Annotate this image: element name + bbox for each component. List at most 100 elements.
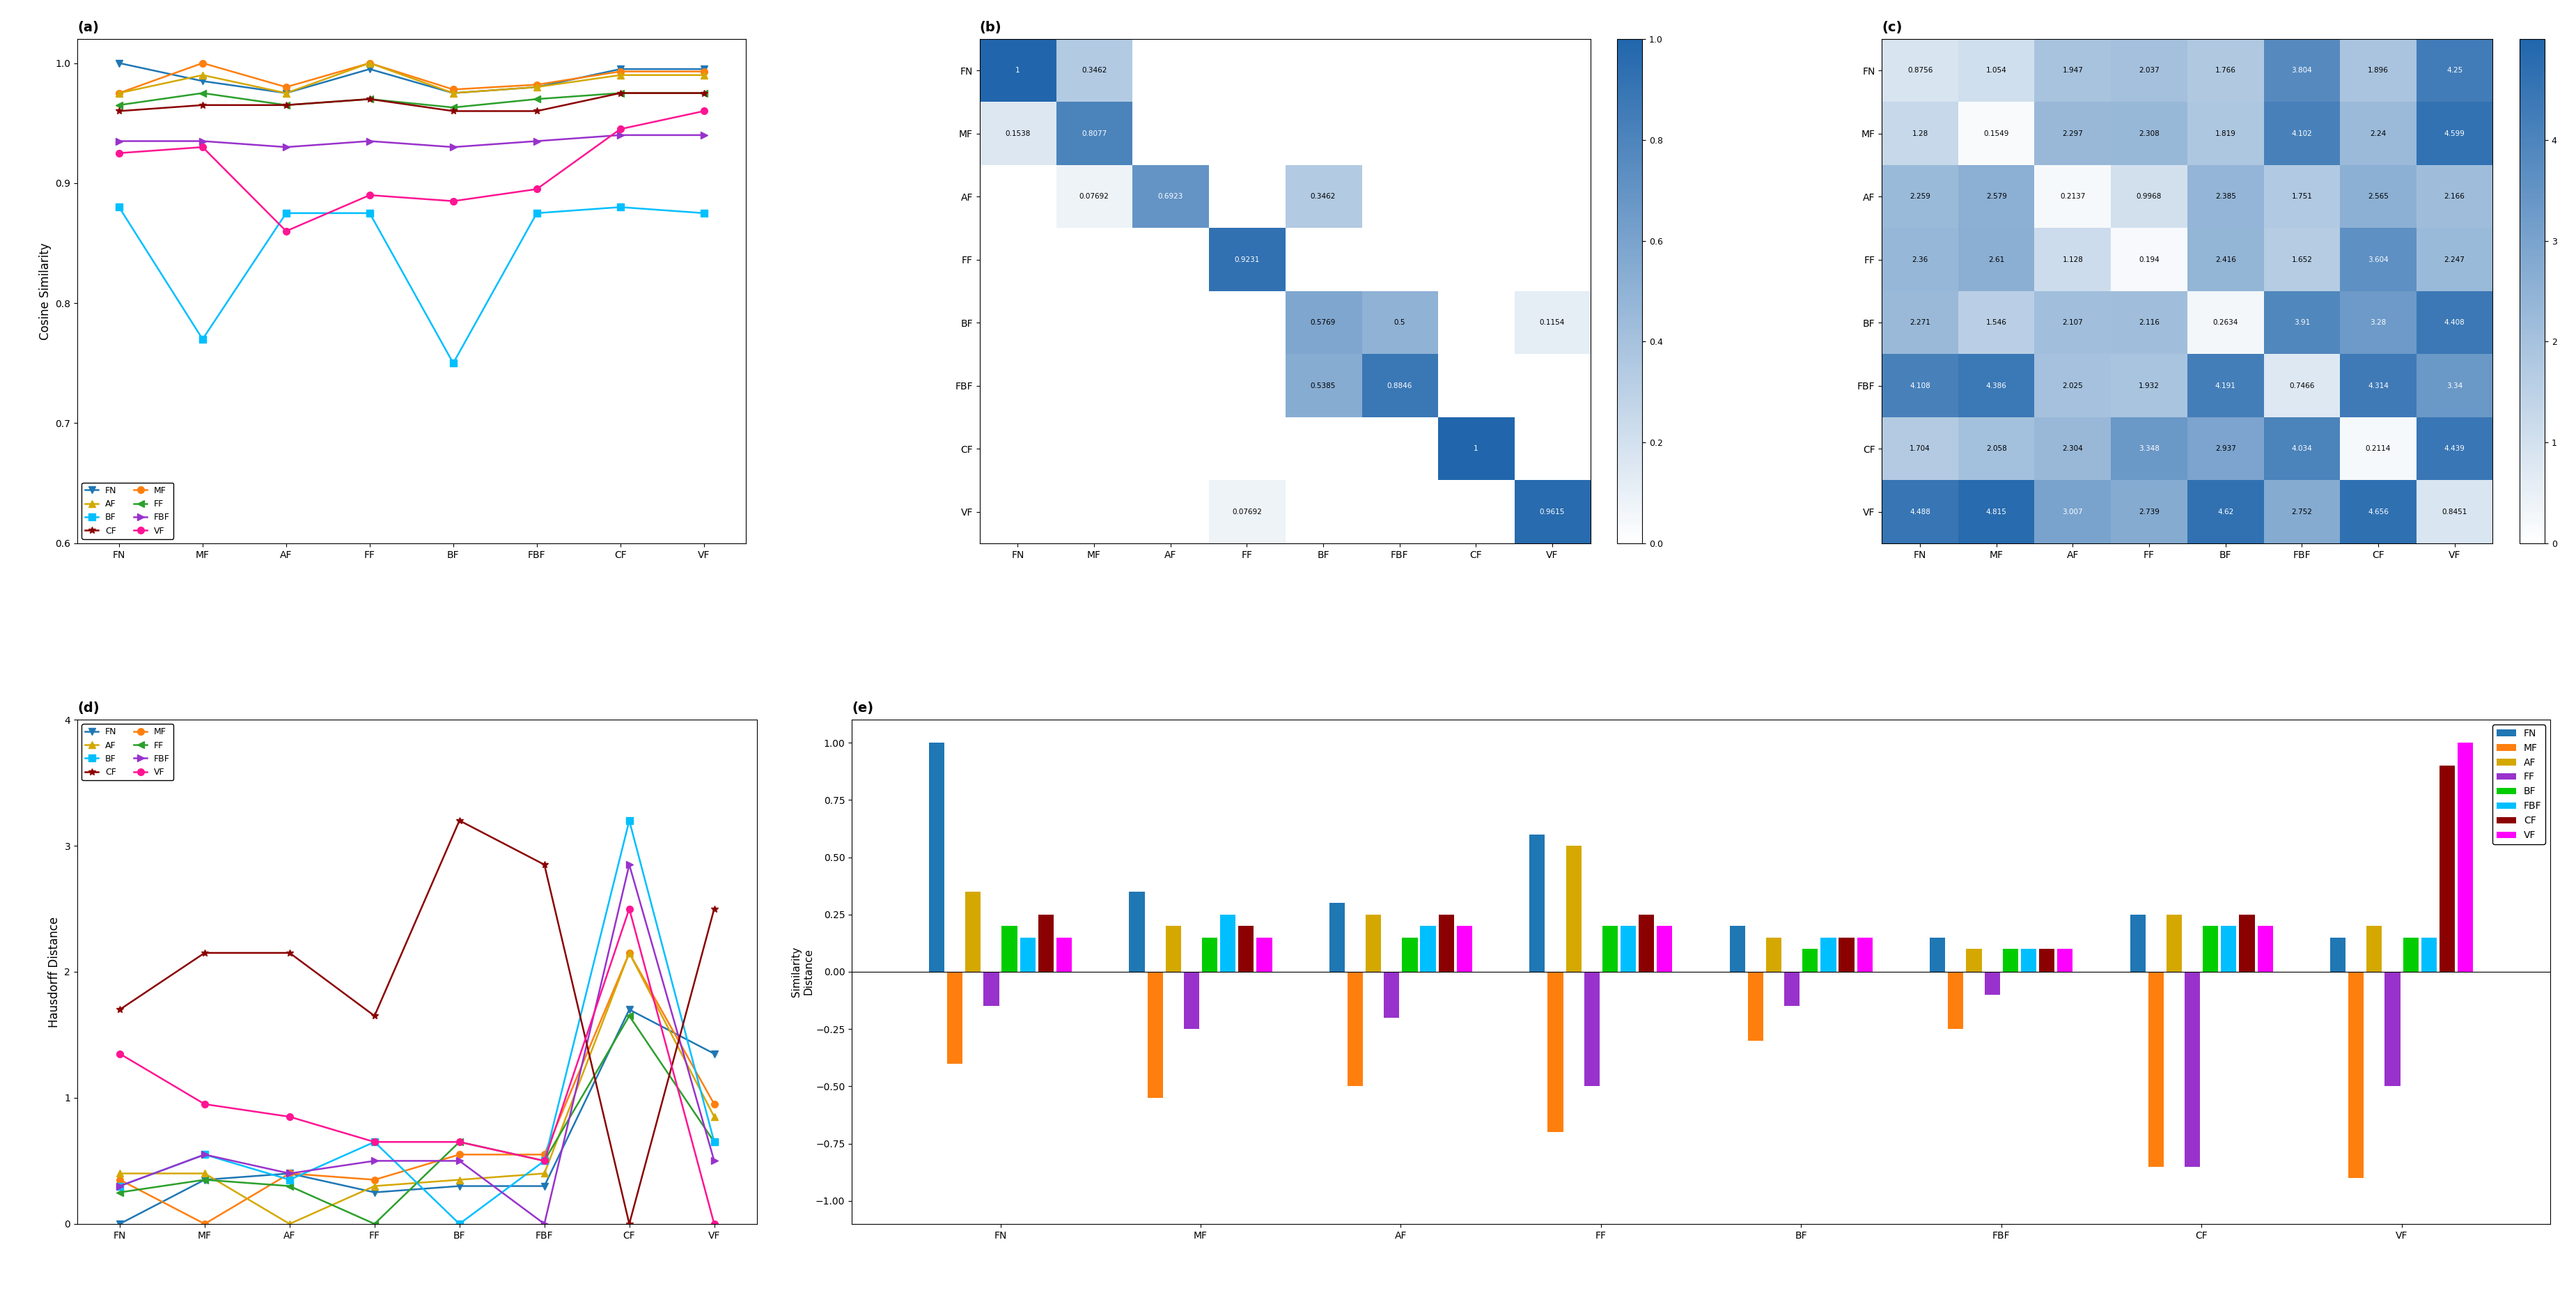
Text: 1.652: 1.652: [2293, 256, 2313, 263]
Text: 3.348: 3.348: [2138, 445, 2159, 452]
FBF: [438, 139, 469, 155]
Text: 2.739: 2.739: [2138, 508, 2159, 516]
FN: [103, 55, 134, 70]
Bar: [1239, 926, 1255, 971]
Text: 0.194: 0.194: [2138, 256, 2159, 263]
CF: [273, 945, 304, 961]
FN: [528, 1178, 559, 1194]
Text: 0.5: 0.5: [1394, 319, 1406, 326]
Text: 3.28: 3.28: [2370, 319, 2385, 326]
Text: 3.804: 3.804: [2293, 68, 2313, 74]
Line: BF: BF: [116, 818, 719, 1228]
Bar: [1767, 937, 1783, 971]
Text: 1.128: 1.128: [2063, 256, 2084, 263]
Line: FN: FN: [116, 1006, 719, 1228]
FF: [188, 85, 219, 100]
BF: [443, 1216, 474, 1232]
BF: [355, 206, 386, 221]
Bar: [1785, 971, 1801, 1006]
Text: 1.751: 1.751: [2293, 193, 2313, 201]
FN: [270, 85, 301, 100]
Bar: [2040, 949, 2056, 971]
Bar: [1929, 937, 1945, 971]
VF: [605, 121, 636, 137]
Text: 3.91: 3.91: [2293, 319, 2311, 326]
Text: 0.9968: 0.9968: [2136, 193, 2161, 201]
Text: 0.8846: 0.8846: [1386, 383, 1412, 389]
Text: 0.2634: 0.2634: [2213, 319, 2239, 326]
VF: [438, 193, 469, 208]
Bar: [2058, 949, 2074, 971]
MF: [443, 1147, 474, 1163]
Text: 1: 1: [1015, 68, 1020, 74]
Bar: [2020, 949, 2035, 971]
Bar: [2002, 949, 2017, 971]
Bar: [966, 892, 981, 971]
MF: [188, 55, 219, 70]
VF: [698, 1216, 729, 1232]
Text: 2.304: 2.304: [2063, 445, 2084, 452]
Text: 4.25: 4.25: [2447, 68, 2463, 74]
Bar: [1365, 914, 1381, 971]
Line: FF: FF: [116, 1013, 719, 1228]
Bar: [2349, 971, 2365, 1178]
AF: [613, 945, 644, 961]
Text: 3.007: 3.007: [2063, 508, 2084, 516]
AF: [270, 85, 301, 100]
MF: [520, 77, 551, 92]
Text: (d): (d): [77, 702, 100, 715]
Bar: [1965, 949, 1981, 971]
AF: [688, 68, 719, 83]
Text: 0.8077: 0.8077: [1082, 130, 1108, 137]
Text: 4.599: 4.599: [2445, 130, 2465, 137]
VF: [188, 139, 219, 155]
Bar: [1638, 914, 1654, 971]
CF: [103, 103, 134, 118]
BF: [613, 812, 644, 828]
BF: [528, 1154, 559, 1169]
CF: [698, 901, 729, 917]
Text: 1.819: 1.819: [2215, 130, 2236, 137]
FBF: [358, 1154, 389, 1169]
Text: 0.8756: 0.8756: [1906, 68, 1932, 74]
MF: [188, 1216, 219, 1232]
VF: [688, 103, 719, 118]
Bar: [1383, 971, 1399, 1018]
Text: (b): (b): [979, 21, 1002, 34]
BF: [520, 206, 551, 221]
BF: [188, 1147, 219, 1163]
FF: [528, 1154, 559, 1169]
Bar: [1602, 926, 1618, 971]
BF: [698, 1134, 729, 1150]
Bar: [1329, 904, 1345, 971]
CF: [605, 85, 636, 100]
Line: BF: BF: [116, 203, 708, 367]
FBF: [355, 133, 386, 148]
Text: 1.546: 1.546: [1986, 319, 2007, 326]
CF: [188, 98, 219, 113]
Text: 2.61: 2.61: [1989, 256, 2004, 263]
FN: [605, 61, 636, 77]
Text: 2.416: 2.416: [2215, 256, 2236, 263]
Text: 0.3462: 0.3462: [1311, 193, 1337, 201]
MF: [273, 1165, 304, 1181]
FN: [355, 61, 386, 77]
Line: VF: VF: [116, 905, 719, 1228]
Bar: [2421, 937, 2437, 971]
FF: [358, 1216, 389, 1232]
Text: 2.24: 2.24: [2370, 130, 2385, 137]
Text: 2.297: 2.297: [2063, 130, 2084, 137]
Text: 1.054: 1.054: [1986, 68, 2007, 74]
Bar: [2385, 971, 2401, 1086]
FF: [273, 1178, 304, 1194]
Text: 4.386: 4.386: [1986, 383, 2007, 389]
BF: [103, 1178, 134, 1194]
Bar: [1038, 914, 1054, 971]
Bar: [1455, 926, 1471, 971]
Text: 2.271: 2.271: [1909, 319, 1929, 326]
Legend: FN, AF, BF, CF, MF, FF, FBF, VF: FN, AF, BF, CF, MF, FF, FBF, VF: [82, 724, 173, 780]
Bar: [948, 971, 963, 1064]
Text: 2.166: 2.166: [2445, 193, 2465, 201]
FF: [698, 1134, 729, 1150]
FN: [698, 1046, 729, 1061]
